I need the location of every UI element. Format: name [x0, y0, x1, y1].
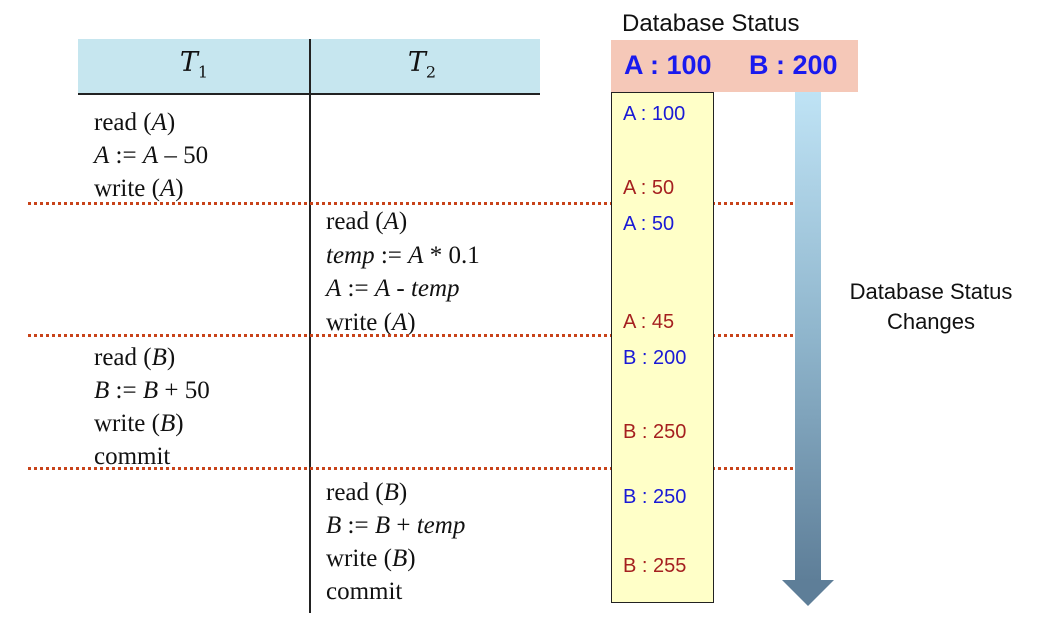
- t1-op-write-b: write (B): [94, 410, 184, 437]
- t1-op-assign-a: A := A – 50: [94, 142, 209, 169]
- t2-op-temp: temp := A * 0.1: [326, 242, 480, 269]
- column-divider: [309, 39, 311, 613]
- initial-value-a: A : 100: [624, 50, 712, 80]
- database-status-title: Database Status: [622, 10, 800, 37]
- status-changes-label-line1: Database Status: [849, 279, 1013, 304]
- t2-op-read-b: read (B): [326, 479, 408, 506]
- db-value-a-100: A : 100: [623, 103, 686, 125]
- t1-op-write-a: write (A): [94, 175, 184, 202]
- status-changes-label: Database Status Changes: [822, 277, 1040, 337]
- db-value-a-45: A : 45: [623, 311, 675, 333]
- t1-op-assign-b: B := B + 50: [94, 377, 210, 404]
- initial-value-b: B : 200: [749, 50, 838, 80]
- t2-op-write-a: write (A): [326, 309, 416, 336]
- t2-op-assign-a: A := A - temp: [326, 275, 460, 302]
- status-change-arrow-shaft: [795, 92, 821, 582]
- database-status-bar: [611, 40, 858, 92]
- database-status-column: [611, 92, 714, 603]
- separator-line-1: [28, 202, 793, 205]
- t2-op-commit: commit: [326, 578, 403, 605]
- t1-op-read-a: read (A): [94, 109, 176, 136]
- db-value-b-250-written: B : 250: [623, 421, 687, 443]
- t2-op-assign-b: B := B + temp: [326, 512, 466, 539]
- t2-op-read-a: read (A): [326, 208, 408, 235]
- separator-line-2: [28, 334, 793, 337]
- db-value-a-50-written: A : 50: [623, 177, 675, 199]
- t2-op-write-b: write (B): [326, 545, 416, 572]
- t1-op-read-b: read (B): [94, 344, 176, 371]
- column-header-t1: T1: [179, 47, 209, 82]
- db-value-a-50-read: A : 50: [623, 213, 675, 235]
- db-value-b-200: B : 200: [623, 347, 687, 369]
- t1-op-commit: commit: [94, 443, 171, 470]
- separator-line-3: [28, 467, 793, 470]
- down-arrow-icon: [782, 580, 834, 606]
- status-changes-label-line2: Changes: [886, 309, 976, 334]
- column-header-t2: T2: [407, 47, 437, 82]
- db-value-b-250-read: B : 250: [623, 486, 687, 508]
- db-value-b-255: B : 255: [623, 555, 687, 577]
